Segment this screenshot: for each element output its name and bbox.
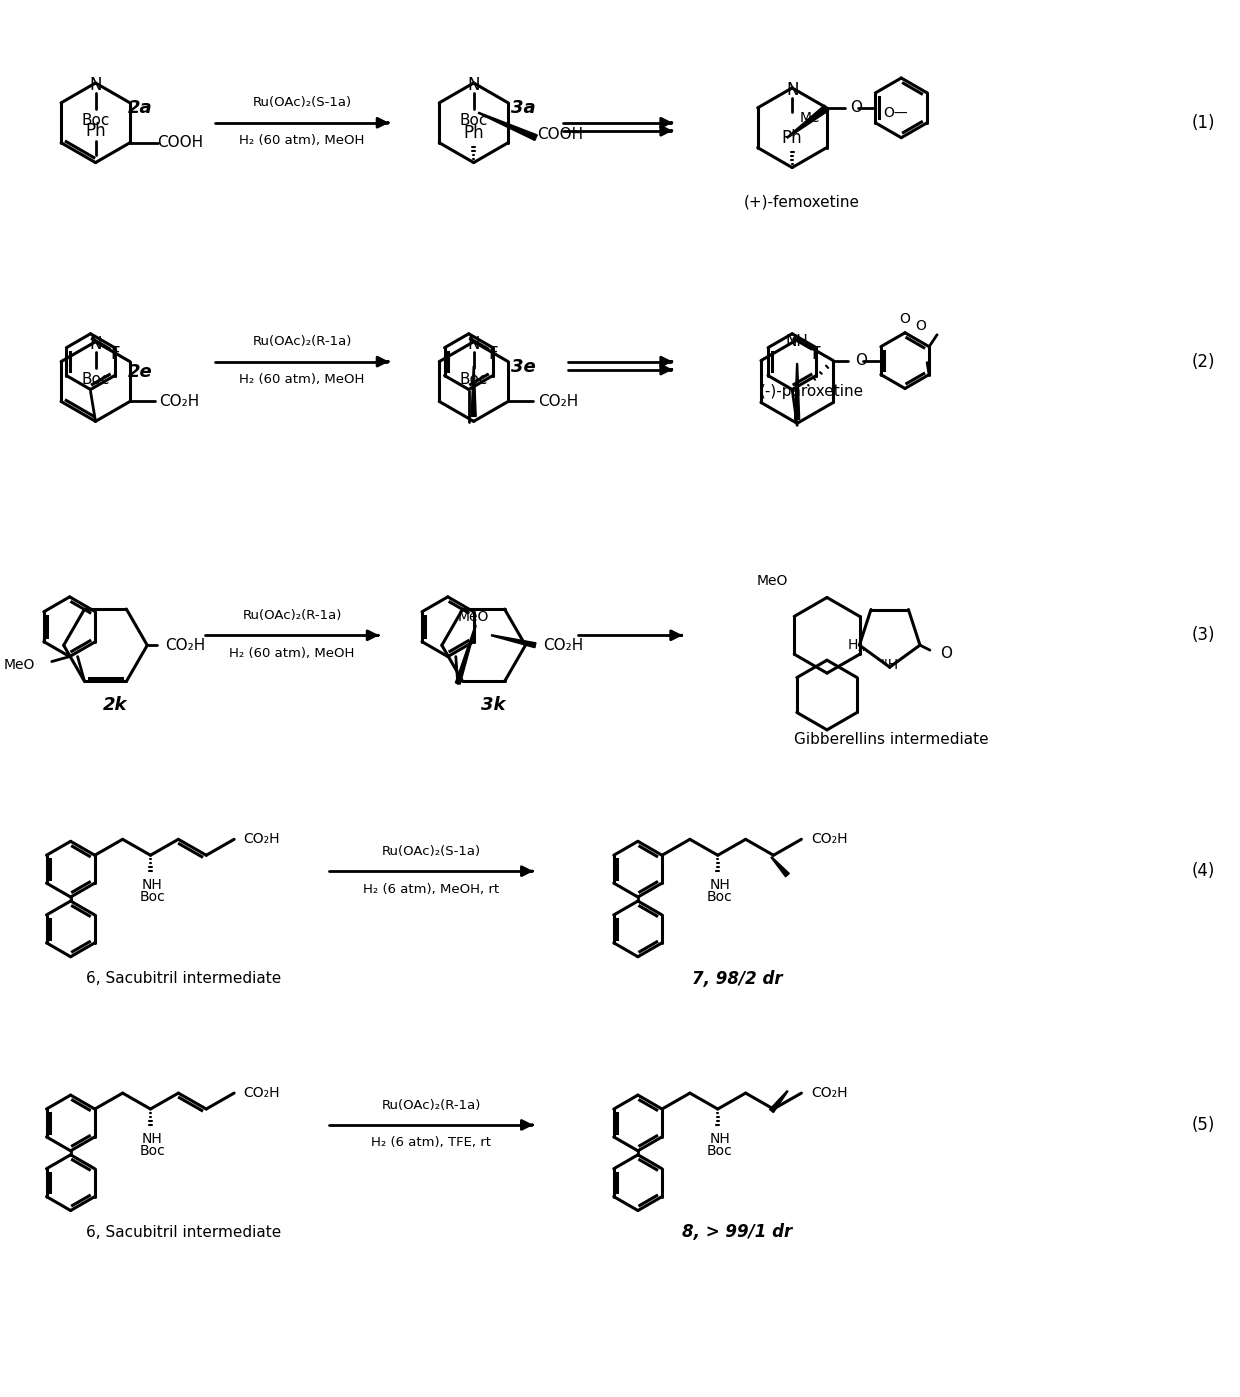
Text: (3): (3) xyxy=(1192,626,1215,644)
Text: N: N xyxy=(89,335,102,352)
Text: (4): (4) xyxy=(1192,862,1215,880)
Text: NH: NH xyxy=(709,879,730,893)
Text: CO₂H: CO₂H xyxy=(244,1085,280,1099)
Text: (5): (5) xyxy=(1192,1116,1215,1134)
Text: Ru(OAc)₂(S-1a): Ru(OAc)₂(S-1a) xyxy=(382,845,481,858)
Text: Ru(OAc)₂(R-1a): Ru(OAc)₂(R-1a) xyxy=(252,335,352,348)
Text: Ph: Ph xyxy=(464,124,484,141)
Text: MeO: MeO xyxy=(458,609,490,624)
Text: NH: NH xyxy=(709,1132,730,1146)
Text: Ru(OAc)₂(S-1a): Ru(OAc)₂(S-1a) xyxy=(253,96,352,109)
Text: Me: Me xyxy=(800,110,821,124)
Text: CO₂H: CO₂H xyxy=(538,394,578,409)
Text: 3k: 3k xyxy=(481,696,506,714)
Text: Ru(OAc)₂(R-1a): Ru(OAc)₂(R-1a) xyxy=(382,1098,481,1112)
Text: 8, > 99/1 dr: 8, > 99/1 dr xyxy=(682,1224,792,1242)
Text: NH: NH xyxy=(786,334,808,349)
Text: CO₂H: CO₂H xyxy=(160,394,200,409)
Text: H₂ (60 atm), MeOH: H₂ (60 atm), MeOH xyxy=(229,647,355,659)
Text: ''H: ''H xyxy=(880,658,899,672)
Text: 2e: 2e xyxy=(128,363,153,380)
Text: Boc: Boc xyxy=(460,113,487,129)
Text: O: O xyxy=(856,353,867,369)
Text: Ph: Ph xyxy=(86,122,105,140)
Text: CO₂H: CO₂H xyxy=(165,638,205,652)
Text: Ru(OAc)₂(R-1a): Ru(OAc)₂(R-1a) xyxy=(242,609,342,622)
Text: F: F xyxy=(110,345,119,363)
Text: Gibberellins intermediate: Gibberellins intermediate xyxy=(795,732,990,747)
Text: N: N xyxy=(89,75,102,94)
Polygon shape xyxy=(455,626,476,685)
Text: COOH: COOH xyxy=(156,136,203,151)
Text: 3e: 3e xyxy=(511,358,536,376)
Text: Boc: Boc xyxy=(140,1144,165,1158)
Polygon shape xyxy=(771,856,790,877)
Text: 6, Sacubitril intermediate: 6, Sacubitril intermediate xyxy=(86,971,280,986)
Polygon shape xyxy=(795,363,800,419)
Text: F: F xyxy=(811,345,821,363)
Polygon shape xyxy=(479,112,537,141)
Text: (-)-paroxetine: (-)-paroxetine xyxy=(760,384,864,400)
Text: N: N xyxy=(786,81,799,99)
Text: CO₂H: CO₂H xyxy=(543,638,583,652)
Text: NH: NH xyxy=(143,879,162,893)
Text: N: N xyxy=(467,75,480,94)
Text: Boc: Boc xyxy=(82,113,109,129)
Text: (2): (2) xyxy=(1192,352,1215,370)
Text: 3a: 3a xyxy=(511,99,536,117)
Text: O: O xyxy=(899,312,910,326)
Text: 2a: 2a xyxy=(128,99,153,117)
Text: (1): (1) xyxy=(1192,113,1215,131)
Text: F: F xyxy=(489,345,497,363)
Polygon shape xyxy=(770,1091,787,1112)
Text: H₂ (6 atm), MeOH, rt: H₂ (6 atm), MeOH, rt xyxy=(363,883,500,895)
Text: MeO: MeO xyxy=(756,574,787,588)
Text: COOH: COOH xyxy=(537,127,583,142)
Text: 2k: 2k xyxy=(103,696,128,714)
Text: O—: O— xyxy=(883,106,908,120)
Text: CO₂H: CO₂H xyxy=(244,833,280,847)
Text: H₂ (60 atm), MeOH: H₂ (60 atm), MeOH xyxy=(239,373,365,386)
Text: O: O xyxy=(940,645,952,661)
Text: 6, Sacubitril intermediate: 6, Sacubitril intermediate xyxy=(86,1225,280,1241)
Text: MeO: MeO xyxy=(4,658,35,672)
Text: O: O xyxy=(851,101,863,116)
Text: Boc: Boc xyxy=(460,372,487,387)
Text: Ph: Ph xyxy=(782,129,802,147)
Text: Boc: Boc xyxy=(707,1144,733,1158)
Text: N: N xyxy=(467,335,480,352)
Text: Boc: Boc xyxy=(707,890,733,904)
Polygon shape xyxy=(471,366,476,416)
Text: 7, 98/2 dr: 7, 98/2 dr xyxy=(692,970,782,988)
Text: Boc: Boc xyxy=(140,890,165,904)
Text: CO₂H: CO₂H xyxy=(811,1085,847,1099)
Text: Boc: Boc xyxy=(82,372,109,387)
Text: CO₂H: CO₂H xyxy=(811,833,847,847)
Polygon shape xyxy=(491,634,536,648)
Text: (+)-femoxetine: (+)-femoxetine xyxy=(744,196,861,210)
Text: H₂ (60 atm), MeOH: H₂ (60 atm), MeOH xyxy=(239,134,365,147)
Text: H₂ (6 atm), TFE, rt: H₂ (6 atm), TFE, rt xyxy=(372,1136,491,1150)
Text: NH: NH xyxy=(143,1132,162,1146)
Polygon shape xyxy=(787,105,828,138)
Text: H,,: H,, xyxy=(847,638,867,652)
Text: O: O xyxy=(915,319,926,332)
